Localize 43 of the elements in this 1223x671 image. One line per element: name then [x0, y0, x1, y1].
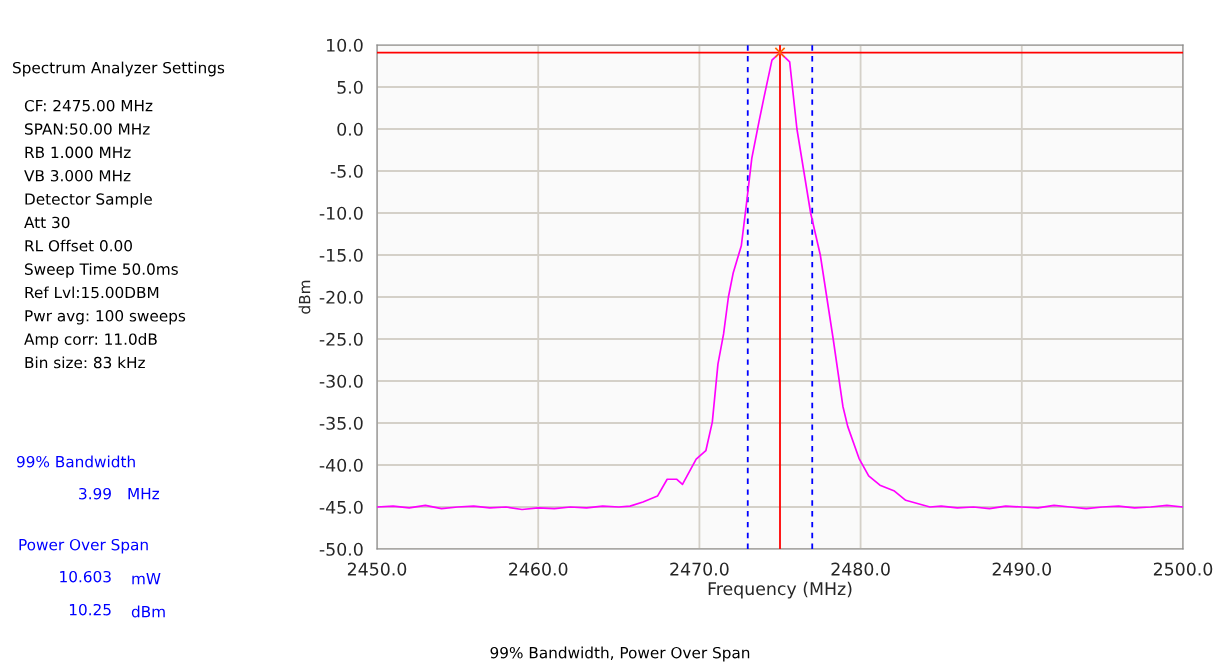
- y-tick-label: -30.0: [319, 374, 363, 388]
- text: SPAN:50.00 MHz: [25, 123, 150, 135]
- x-tick-label: 2460.0: [509, 562, 568, 576]
- text: dBm: [131, 605, 165, 618]
- text: 3.99: [79, 487, 111, 500]
- text: Att 30: [24, 216, 70, 229]
- text: Amp corr: 11.0dB: [24, 333, 157, 348]
- y-tick-label: -10.0: [319, 206, 363, 220]
- y-tick-label: -5.0: [330, 164, 363, 178]
- text: Pwr avg: 100 sweeps: [25, 310, 186, 325]
- text: 10.25: [69, 603, 111, 616]
- text: RB 1.000 MHz: [25, 146, 131, 159]
- text: Detector Sample: [25, 193, 152, 208]
- x-tick-label: 2450.0: [347, 562, 407, 576]
- y-tick-label: 5.0: [337, 80, 363, 94]
- y-tick-label: 10.0: [327, 38, 363, 52]
- text: Power Over Span: [19, 538, 148, 554]
- text: Spectrum Analyzer Settings: [13, 61, 225, 77]
- x-tick-label: 2470.0: [670, 562, 729, 576]
- text: RL Offset 0.00: [25, 239, 132, 252]
- text: Ref Lvl:15.00DBM: [25, 286, 159, 299]
- text: 99% Bandwidth: [16, 455, 135, 468]
- text: 10.603: [60, 570, 111, 583]
- text: MHz: [128, 488, 160, 500]
- y-tick-label: -15.0: [319, 248, 363, 262]
- x-tick-label: 2490.0: [992, 562, 1052, 576]
- text: Sweep Time 50.0ms: [25, 263, 178, 278]
- x-tick-label: 2480.0: [831, 562, 890, 576]
- text: CF: 2475.00 MHz: [24, 99, 153, 112]
- x-axis-title: Frequency (MHz): [708, 581, 852, 599]
- y-tick-label: -35.0: [319, 416, 363, 430]
- y-tick-label: -50.0: [319, 542, 363, 556]
- y-tick-label: 0.0: [337, 122, 363, 136]
- text: VB 3.000 MHz: [24, 169, 131, 182]
- y-tick-label: -40.0: [319, 458, 363, 472]
- text: mW: [132, 573, 161, 585]
- y-tick-label: -45.0: [319, 500, 363, 514]
- x-tick-label: 2500.0: [1153, 562, 1213, 576]
- text: Bin size: 83 kHz: [25, 356, 145, 369]
- text: 99% Bandwidth, Power Over Span: [490, 646, 750, 662]
- y-tick-label: -20.0: [319, 290, 363, 304]
- y-axis-title: dBm: [298, 280, 311, 314]
- y-tick-label: -25.0: [319, 332, 363, 346]
